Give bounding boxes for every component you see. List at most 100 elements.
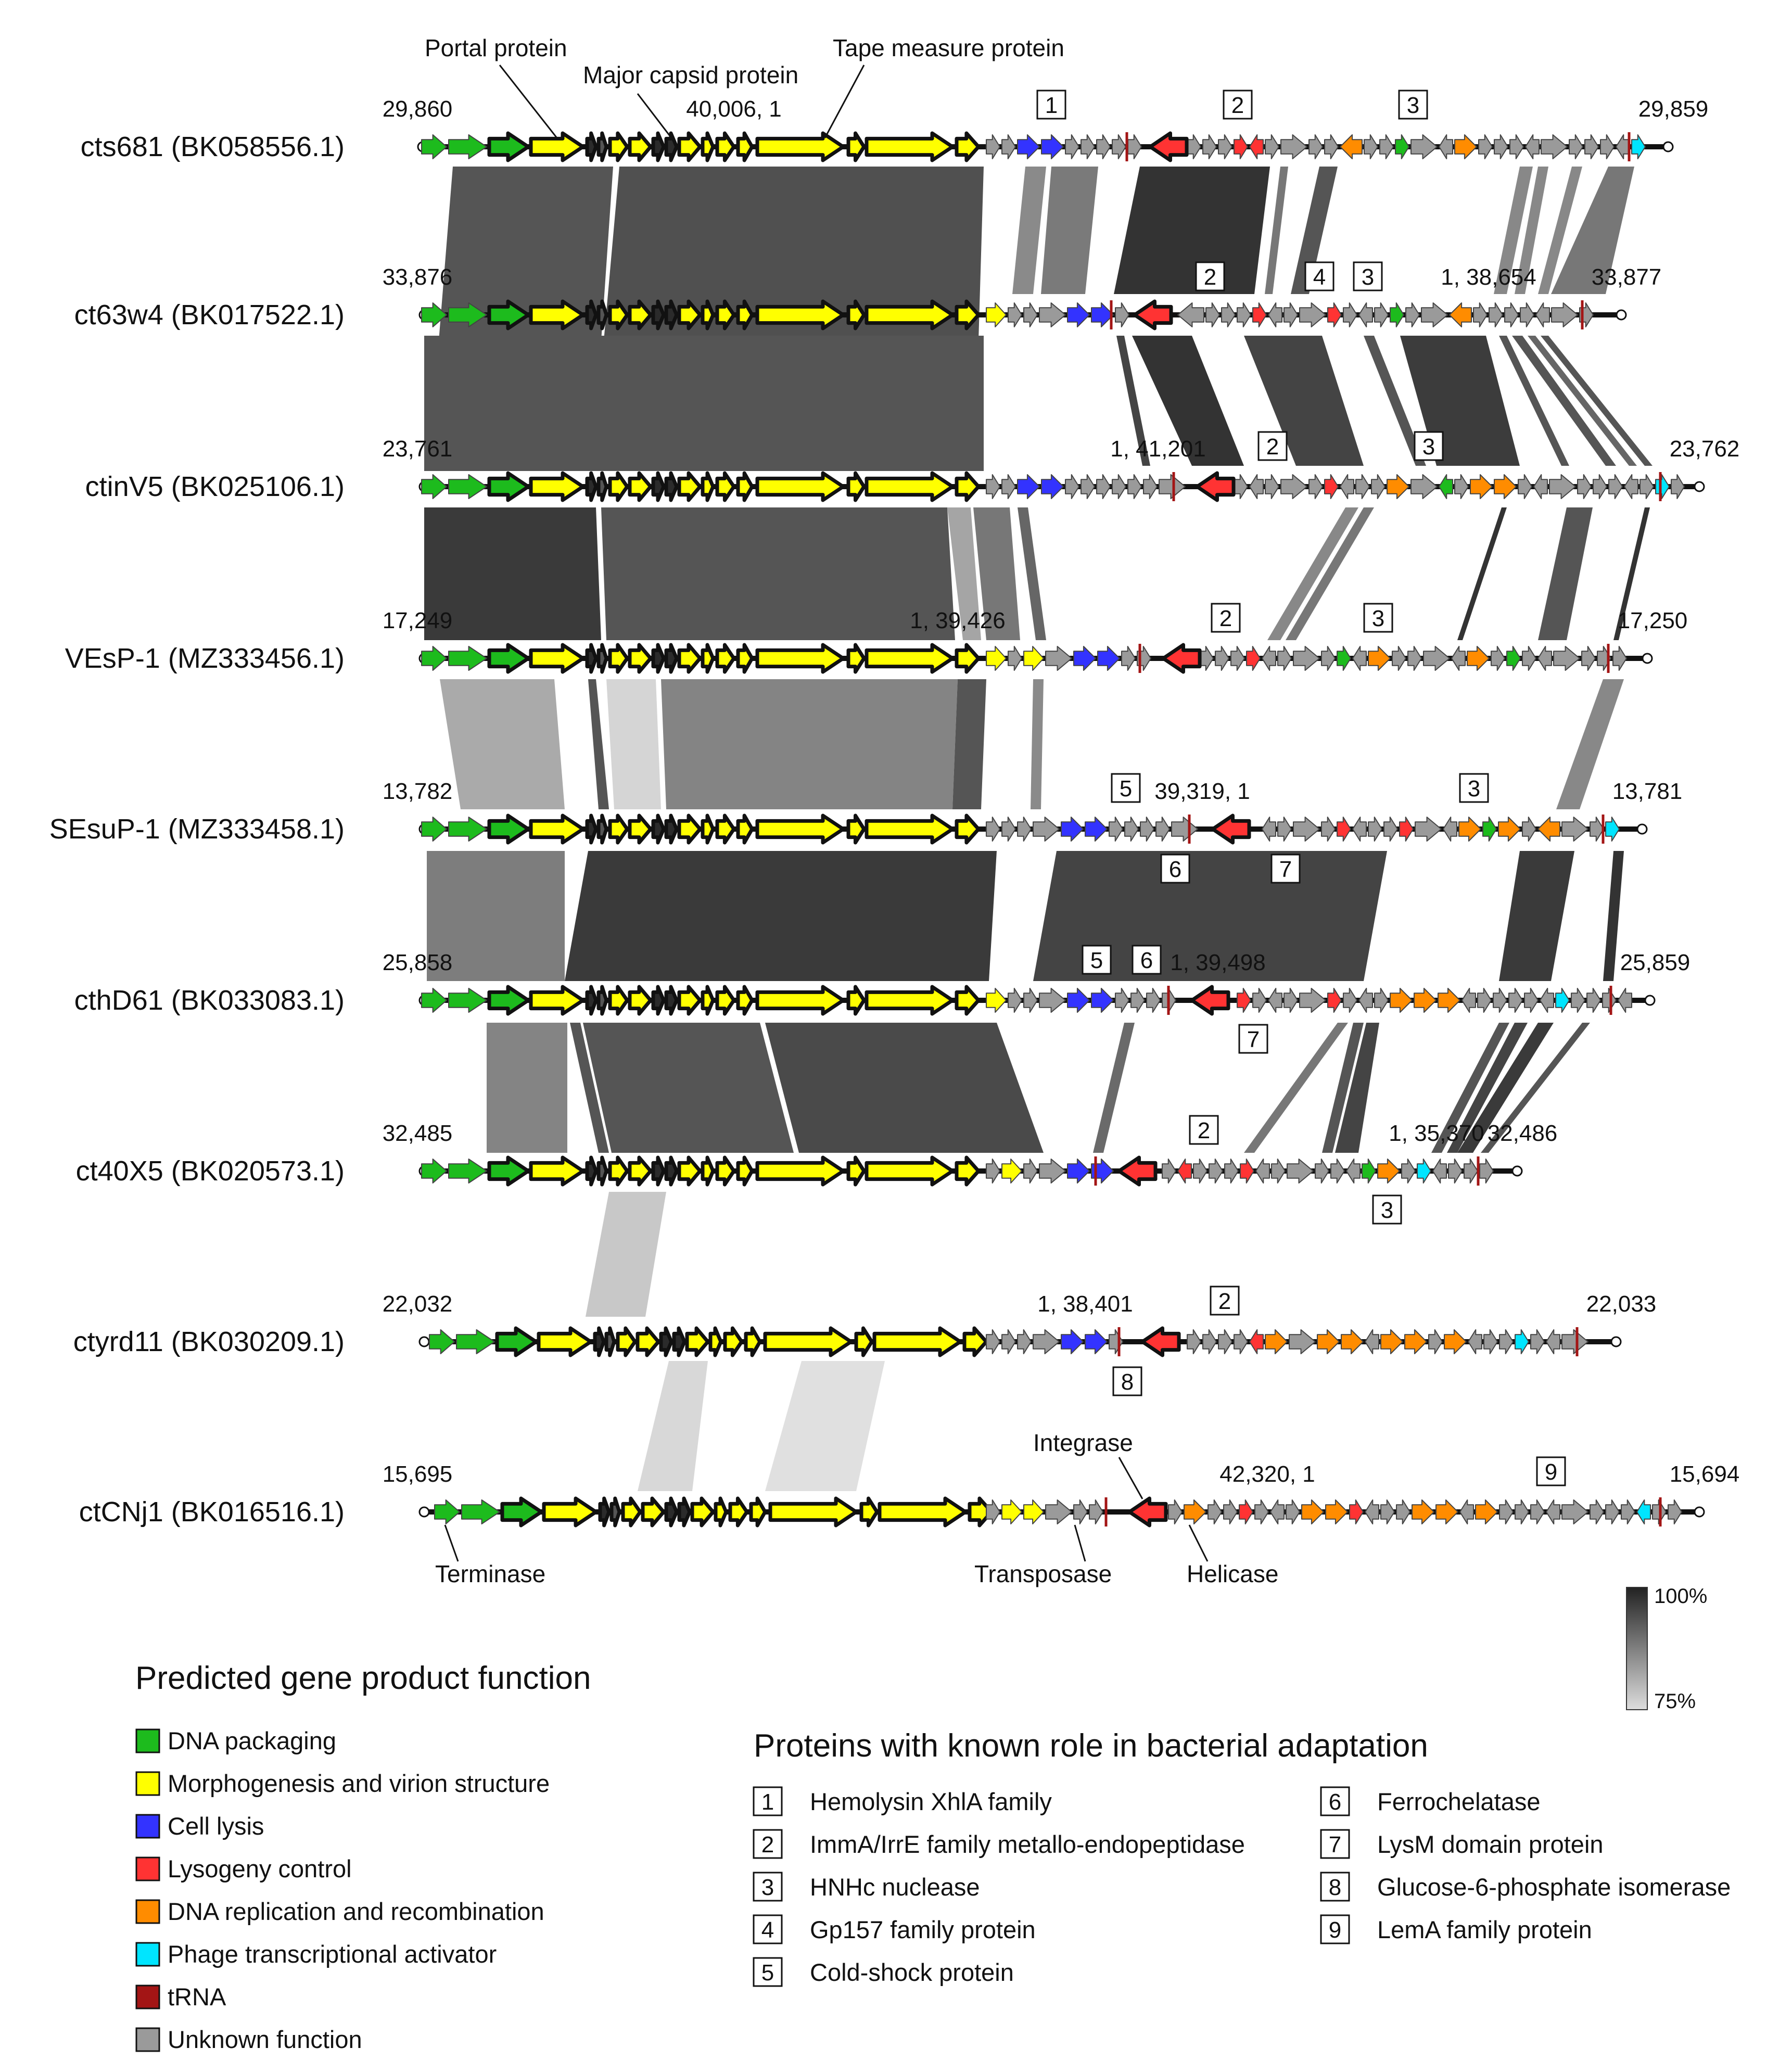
similarity-band (424, 336, 984, 471)
gene-unknown (1177, 302, 1204, 327)
start-position: 15,695 (383, 1461, 453, 1487)
adaptation-number-box: 2 (1195, 261, 1225, 291)
gene-morphogenesis (749, 1496, 767, 1528)
gene-morphogenesis (955, 1155, 981, 1187)
leader-line (1118, 1457, 1143, 1499)
leader-line (1074, 1524, 1086, 1562)
gene-unknown (1461, 988, 1476, 1013)
adaptation-number-box: 2 (1189, 1115, 1219, 1145)
similarity-band (1012, 167, 1046, 294)
mid-position: 42,320, 1 (1219, 1461, 1315, 1487)
legend-adaptation-item: 3 HNHc nuclease (753, 1872, 980, 1902)
gene-unknown (1268, 302, 1282, 327)
gene-unknown (677, 1496, 692, 1528)
gene-morphogenesis (542, 1496, 598, 1528)
gene-morphogenesis (690, 1496, 715, 1528)
adaptation-number-box: 5 (1082, 945, 1112, 975)
mid-position: 1, 39,498 (1170, 950, 1266, 975)
gene-morphogenesis (628, 299, 653, 330)
gene-morphogenesis (636, 1326, 660, 1357)
gene-unknown (1355, 474, 1370, 499)
gene-unknown (1230, 646, 1245, 671)
similarity-band (1494, 167, 1533, 294)
gene-unknown (1321, 817, 1336, 842)
gene-unknown (1109, 1329, 1123, 1354)
gene-unknown (609, 1496, 621, 1528)
gene-unknown (1581, 646, 1596, 671)
gene-unknown (1224, 1159, 1239, 1184)
number-box-frame (1536, 1456, 1566, 1486)
gene-unknown (585, 131, 598, 162)
gene-unknown (664, 299, 679, 330)
gene-unknown (1218, 134, 1232, 159)
number-box-frame (1353, 261, 1383, 291)
gene-morphogenesis (677, 1155, 702, 1187)
gene-unknown (1546, 1329, 1560, 1354)
gene-unknown (585, 471, 598, 502)
gene-morphogenesis (677, 131, 702, 162)
gene-dna-packaging (421, 134, 447, 159)
similarity-band (1265, 167, 1288, 294)
gene-dna-replication (1380, 1329, 1403, 1354)
gene-morphogenesis (1001, 1159, 1022, 1184)
legend-number: 6 (1329, 1789, 1341, 1815)
genome-end-marker (1636, 823, 1648, 835)
gene-dna-replication (1467, 646, 1490, 671)
number-box-frame (1398, 90, 1428, 120)
number-box-frame (1111, 773, 1141, 803)
gene-morphogenesis (755, 813, 845, 845)
gene-morphogenesis (529, 471, 585, 502)
gene-morphogenesis (701, 813, 715, 845)
gene-unknown (1127, 474, 1142, 499)
legend-function-item: DNA replication and recombination (135, 1898, 544, 1925)
similarity-band (487, 1023, 567, 1153)
gene-unknown (1473, 302, 1488, 327)
adaptation-number-box: 7 (1270, 854, 1301, 884)
legend-swatch (135, 1942, 160, 1967)
similarity-band (1512, 336, 1616, 466)
start-position: 33,876 (383, 264, 453, 290)
number-box-label: 1 (1045, 93, 1058, 118)
gene-unknown (651, 299, 666, 330)
gene-lysogeny-control (1249, 1329, 1264, 1354)
gene-unknown (1140, 817, 1154, 842)
genome-end-marker (1662, 141, 1674, 152)
legend-number: 1 (761, 1789, 774, 1815)
leader-line (1188, 1524, 1209, 1562)
gene-unknown (986, 1499, 1000, 1524)
gene-dna-replication (1341, 1329, 1364, 1354)
gene-lysogeny-control (1117, 1155, 1158, 1187)
gene-unknown (1352, 817, 1367, 842)
gene-unknown (1112, 134, 1126, 159)
gene-unknown (1640, 474, 1654, 499)
legend-function-title: Predicted gene product function (135, 1660, 591, 1696)
gene-unknown (1143, 474, 1158, 499)
gene-unknown (986, 1159, 1000, 1184)
gene-unknown (1308, 474, 1323, 499)
gene-dna-replication (1438, 988, 1460, 1013)
gene-morphogenesis (878, 1496, 968, 1528)
gene-unknown (1215, 646, 1229, 671)
gene-unknown (596, 985, 608, 1016)
gene-morphogenesis (865, 471, 955, 502)
gene-morphogenesis (608, 299, 629, 330)
gene-lysogeny-control (1161, 643, 1202, 674)
similarity-band (583, 1023, 794, 1153)
number-box-label: 2 (1231, 93, 1244, 118)
gene-unknown (1577, 474, 1592, 499)
gene-unknown (986, 1329, 1000, 1354)
gene-dna-replication (1449, 302, 1472, 327)
gene-dna-packaging (456, 1329, 495, 1354)
gene-unknown (1127, 134, 1142, 159)
gene-morphogenesis (685, 1326, 710, 1357)
legend-number: 2 (761, 1832, 774, 1858)
gene-morphogenesis (1001, 1499, 1022, 1524)
identity-scale-bar: 100% 75% (1626, 1585, 1707, 1713)
gene-lysogeny-control (1127, 1496, 1168, 1528)
gene-unknown (1115, 302, 1129, 327)
gene-unknown (1065, 134, 1079, 159)
similarity-band (588, 679, 609, 809)
gene-unknown (1549, 474, 1576, 499)
genome-name: ctinV5 (BK025106.1) (85, 471, 345, 502)
gene-dna-packaging (434, 1499, 460, 1524)
